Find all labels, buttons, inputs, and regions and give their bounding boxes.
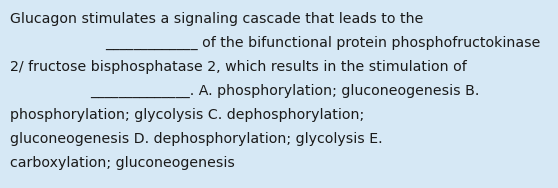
Text: gluconeogenesis D. dephosphorylation; glycolysis E.: gluconeogenesis D. dephosphorylation; gl… xyxy=(10,132,383,146)
Text: Glucagon stimulates a signaling cascade that leads to the: Glucagon stimulates a signaling cascade … xyxy=(10,12,424,26)
Text: carboxylation; gluconeogenesis: carboxylation; gluconeogenesis xyxy=(10,156,235,170)
Text: 2/ fructose bisphosphatase 2, which results in the stimulation of: 2/ fructose bisphosphatase 2, which resu… xyxy=(10,60,466,74)
Text: _____________ of the bifunctional protein phosphofructokinase: _____________ of the bifunctional protei… xyxy=(105,36,540,50)
Text: ______________. A. phosphorylation; gluconeogenesis B.: ______________. A. phosphorylation; gluc… xyxy=(90,84,479,98)
Text: phosphorylation; glycolysis C. dephosphorylation;: phosphorylation; glycolysis C. dephospho… xyxy=(10,108,364,122)
